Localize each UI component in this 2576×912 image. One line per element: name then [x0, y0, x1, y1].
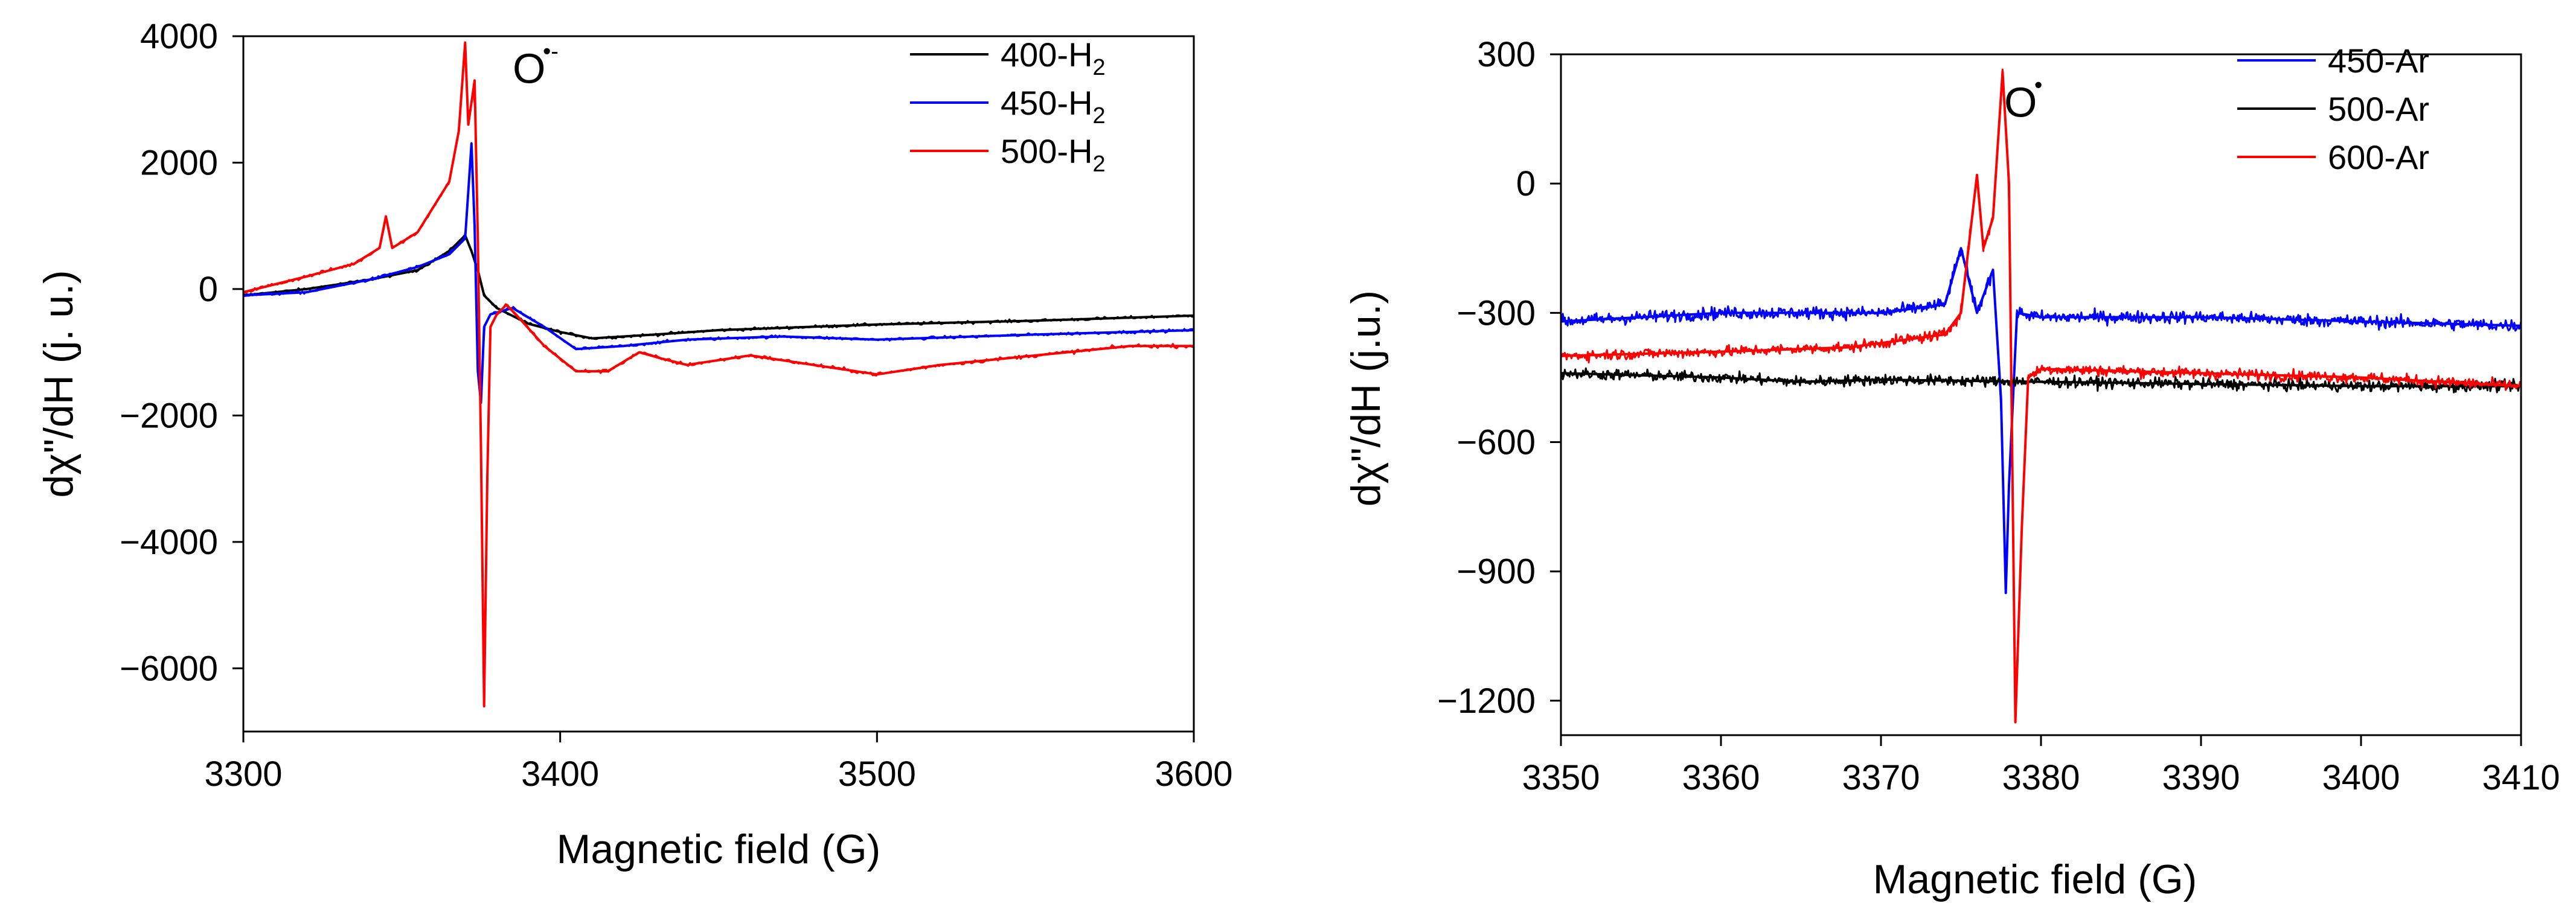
right-annotation-superscript: • — [2034, 73, 2042, 98]
legend-item: 500-H2 — [910, 132, 1106, 177]
series-450-h — [243, 142, 1194, 404]
y-tick-label: 300 — [1477, 35, 1536, 74]
x-tick-label: 3380 — [2002, 758, 2080, 797]
x-tick-label: 3410 — [2482, 758, 2560, 797]
left-annotation-superscript: •- — [543, 39, 559, 64]
legend-label: 600-Ar — [2328, 138, 2429, 176]
legend-label: 500-H2 — [1001, 132, 1106, 177]
x-tick-label: 3370 — [1842, 758, 1920, 797]
x-tick-label: 3300 — [204, 754, 282, 794]
legend-label: 400-H2 — [1001, 36, 1106, 80]
legend-label: 500-Ar — [2328, 90, 2429, 128]
left-axes: 3300 3400 3500 3600 −6000 −4000 −2000 0 2000 4000 — [120, 17, 1232, 794]
series-500-h — [243, 41, 1194, 708]
y-tick-label: 4000 — [140, 17, 218, 56]
y-tick-label: −6000 — [120, 649, 218, 688]
legend-label: 450-Ar — [2328, 42, 2429, 80]
y-tick-label: −4000 — [120, 523, 218, 562]
right-plot-series — [1560, 68, 2522, 724]
y-tick-label: −300 — [1456, 293, 1536, 333]
right-axes: 3350 3360 3370 3380 3390 3400 3410 −1200 −900 −60… — [1437, 35, 2560, 797]
right-y-axis-title: dχ"/dH (j.u.) — [1343, 290, 1389, 506]
series-peaks — [1560, 372, 2521, 387]
series-400-h — [243, 234, 1194, 340]
legend-item: 500-Ar — [2237, 90, 2429, 128]
series-peaks — [243, 234, 1194, 340]
x-tick-label: 3360 — [1682, 758, 1760, 797]
y-tick-label: −600 — [1456, 423, 1536, 462]
series-500-ar — [1560, 367, 2522, 394]
left-annotation: O •- — [513, 39, 559, 92]
series-600-ar — [1560, 68, 2522, 724]
x-tick-label: 3600 — [1155, 754, 1232, 794]
y-tick-label: −1200 — [1437, 681, 1536, 721]
y-tick-label: −900 — [1456, 552, 1536, 592]
series-peaks — [243, 142, 1194, 404]
left-y-axis-title: dχ"/dH (j. u.) — [36, 270, 82, 497]
legend-item: 450-H2 — [910, 84, 1106, 129]
legend-subscript: 2 — [1093, 151, 1106, 177]
right-annotation: O • — [2004, 73, 2042, 126]
y-tick-label: 0 — [1516, 164, 1536, 203]
left-plot-frame — [242, 35, 1195, 733]
legend-subscript: 2 — [1093, 55, 1106, 80]
legend-subscript: 2 — [1093, 103, 1106, 129]
legend-item: 600-Ar — [2237, 138, 2429, 176]
legend-item: 450-Ar — [2237, 42, 2429, 80]
x-tick-label: 3500 — [838, 754, 916, 794]
right-legend: 450-Ar 500-Ar 600-Ar — [2237, 42, 2429, 176]
left-annotation-text: O — [513, 45, 545, 92]
y-tick-label: 0 — [199, 270, 218, 309]
series-peaks — [243, 41, 1194, 708]
x-tick-label: 3350 — [1522, 758, 1600, 797]
series-peaks — [1560, 70, 2522, 724]
left-chart: 3300 3400 3500 3600 −6000 −4000 −2000 0 2000 4000… — [36, 17, 1233, 872]
x-tick-label: 3390 — [2162, 758, 2240, 797]
x-tick-label: 3400 — [521, 754, 599, 794]
right-annotation-text: O — [2004, 79, 2037, 126]
y-tick-label: 2000 — [140, 143, 218, 182]
series-450-ar — [1560, 247, 2522, 595]
right-x-axis-title: Magnetic field (G) — [1873, 856, 2197, 902]
right-chart: 3350 3360 3370 3380 3390 3400 3410 −1200 −900 −60… — [1343, 35, 2560, 902]
left-plot-series — [243, 41, 1194, 708]
series-peaks — [1560, 247, 2522, 595]
x-tick-label: 3400 — [2322, 758, 2400, 797]
y-tick-label: −2000 — [120, 396, 218, 435]
left-x-axis-title: Magnetic field (G) — [557, 826, 881, 872]
legend-label: 450-H2 — [1001, 84, 1106, 129]
legend-item: 400-H2 — [910, 36, 1106, 80]
